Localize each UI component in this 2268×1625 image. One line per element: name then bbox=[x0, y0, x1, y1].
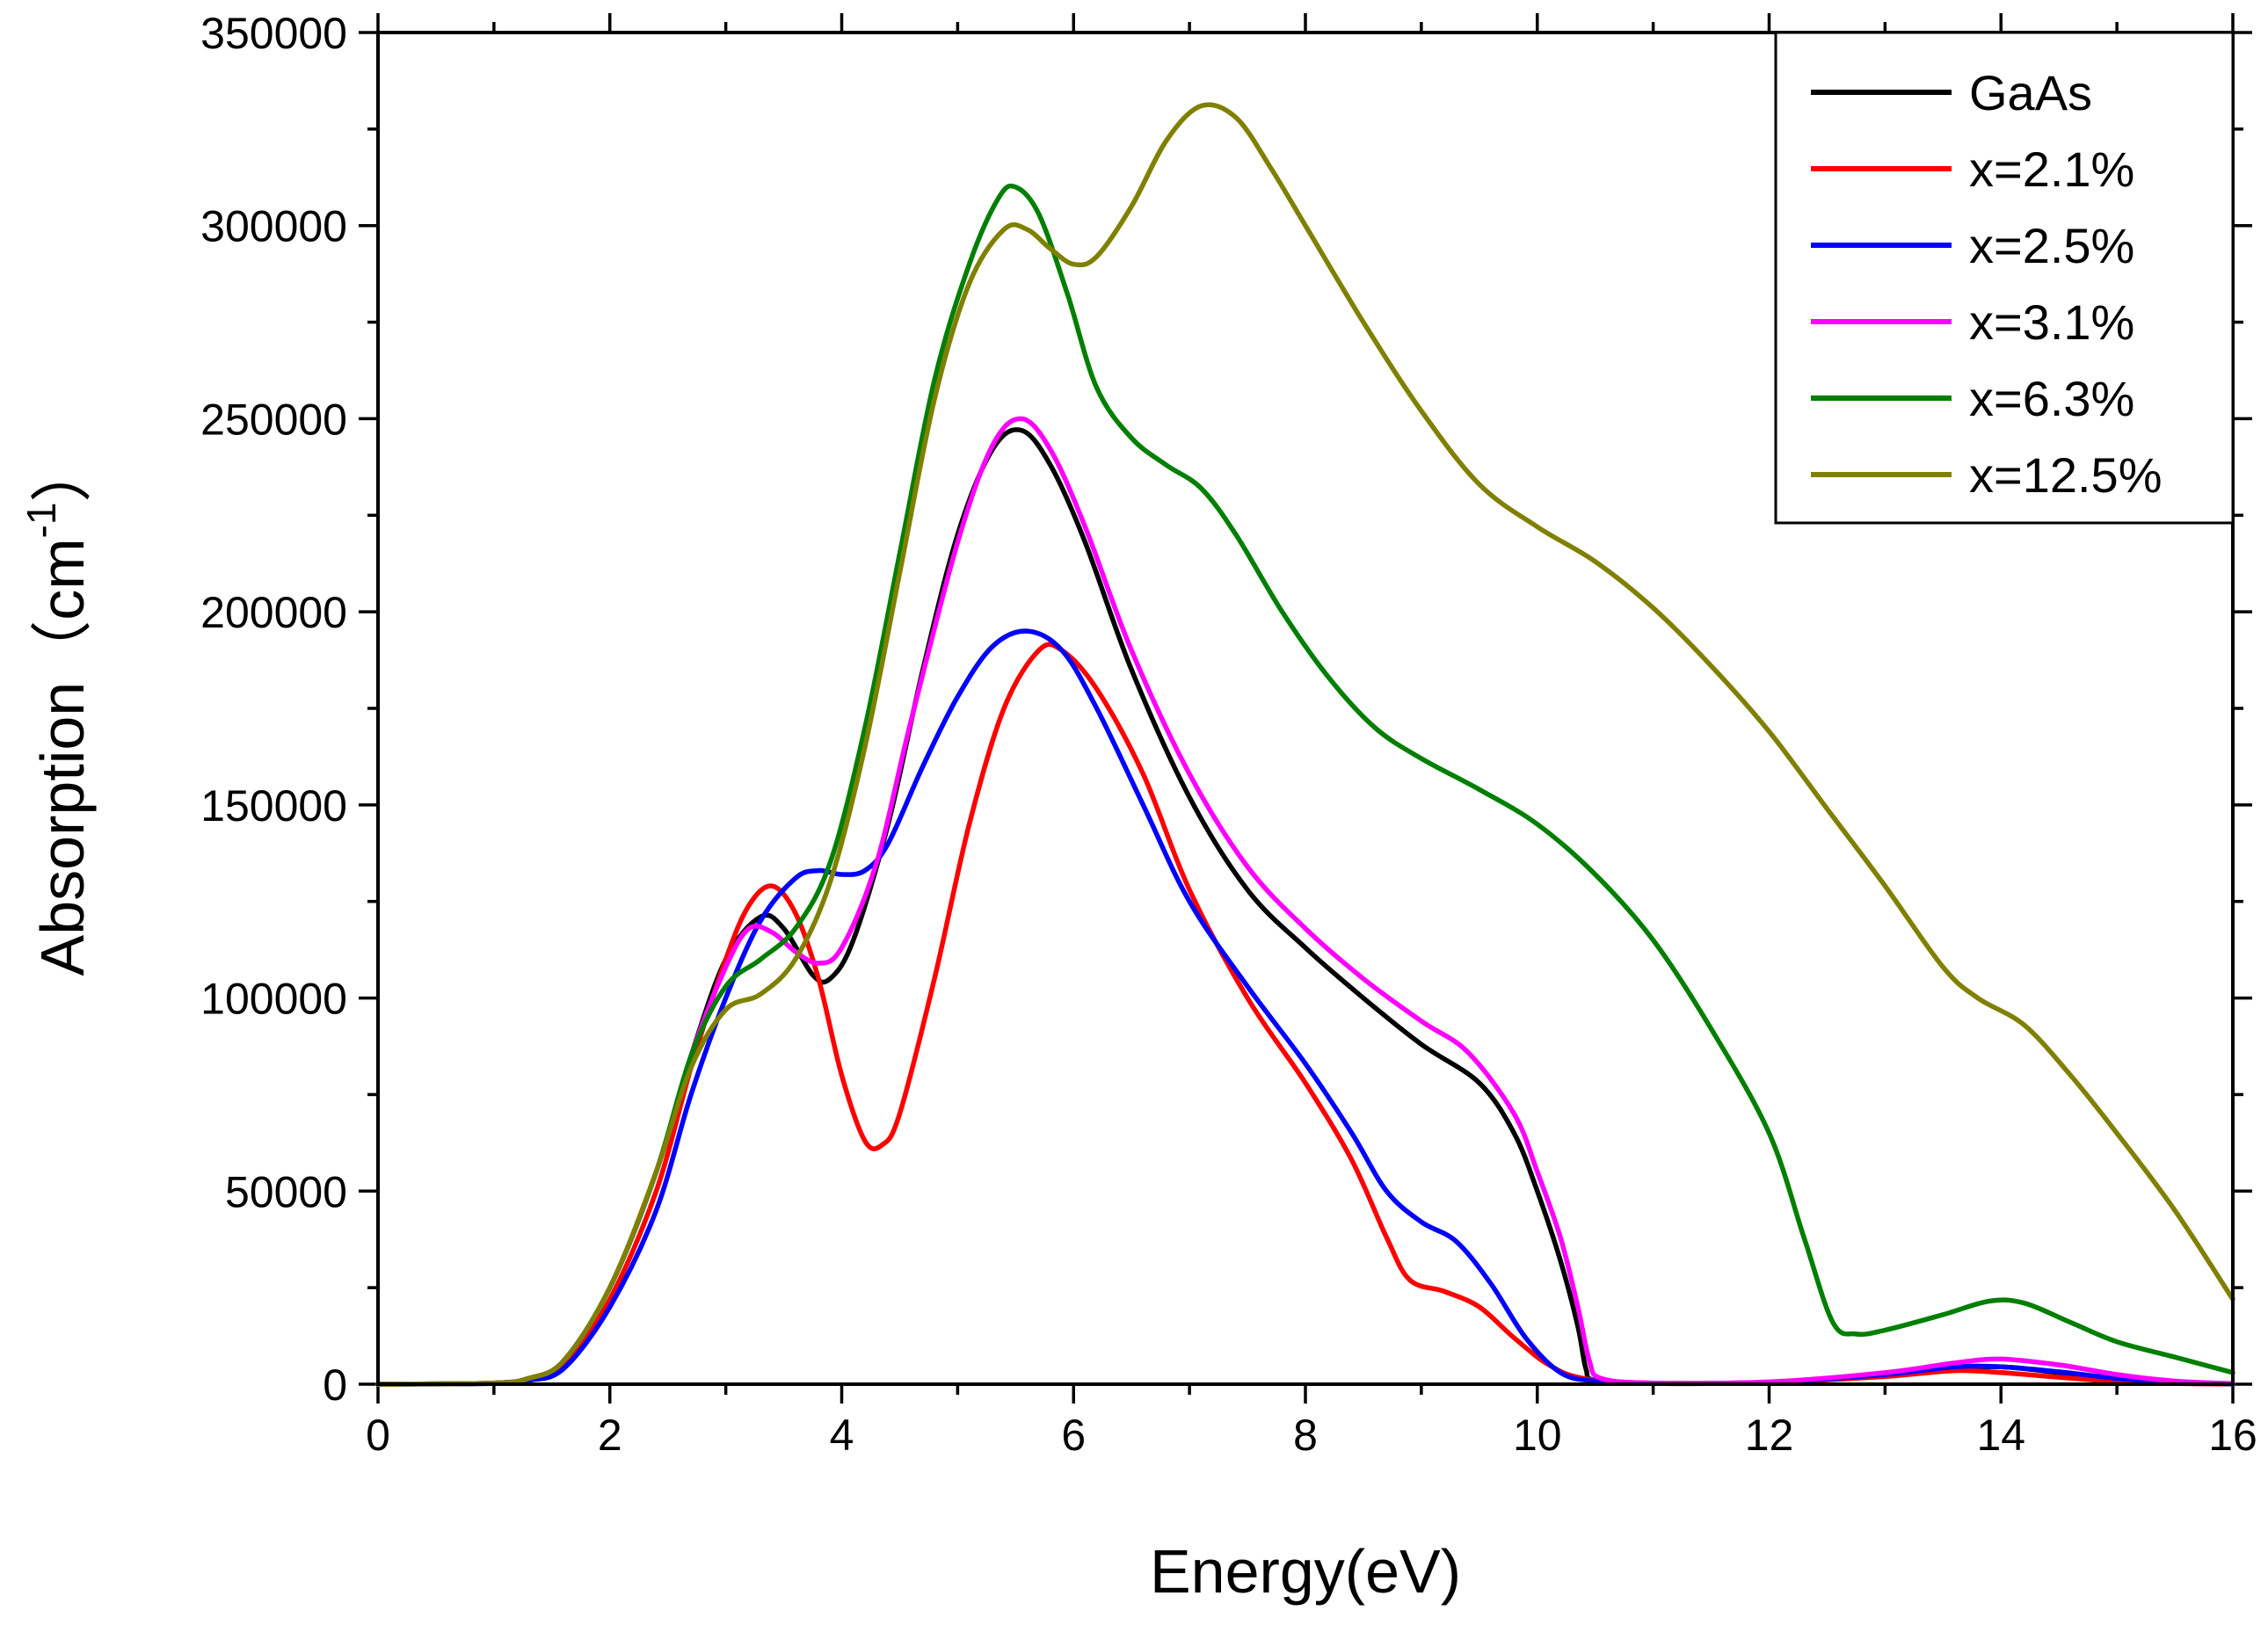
y-tick-labels: 0 50000 100000 150000 200000 250000 300000 3500… bbox=[200, 9, 347, 1410]
plot-frame bbox=[376, 31, 2235, 1386]
x-tick-labels: 0 2 4 6 8 10 12 14 16 bbox=[366, 1411, 2257, 1460]
y-axis-title-sup: -1 bbox=[18, 503, 64, 539]
legend-label: x=6.3% bbox=[1969, 371, 2134, 426]
legend: GaAs x=2.1% x=2.5% x=3.1% x=6.3% x=12.5% bbox=[1774, 31, 2235, 525]
y-tick-label: 50000 bbox=[225, 1167, 347, 1216]
x-tick-label: 16 bbox=[2208, 1411, 2257, 1460]
x-tick-label: 0 bbox=[366, 1411, 390, 1460]
series-lines bbox=[375, 102, 2235, 1387]
legend-label: x=2.5% bbox=[1969, 218, 2134, 273]
y-tick-label: 150000 bbox=[200, 781, 347, 831]
y-tick-label: 300000 bbox=[200, 202, 347, 251]
x-tick-label: 12 bbox=[1745, 1411, 1794, 1460]
svg-text:Absorption（cm-1）: Absorption（cm-1） bbox=[18, 441, 97, 976]
x-tick-label: 10 bbox=[1513, 1411, 1562, 1460]
y-axis-title: Absorption（cm-1） bbox=[18, 441, 97, 976]
legend-box bbox=[1774, 31, 2235, 525]
y-tick-label: 250000 bbox=[200, 395, 347, 444]
x-tick-label: 14 bbox=[1976, 1411, 2025, 1460]
series-line-x-12-5 bbox=[375, 102, 2235, 1387]
y-tick-label: 200000 bbox=[200, 588, 347, 637]
y-axis-title-close: ） bbox=[28, 441, 97, 503]
x-tick-label: 6 bbox=[1061, 1411, 1086, 1460]
y-tick-label: 100000 bbox=[200, 975, 347, 1024]
legend-label: x=2.1% bbox=[1969, 141, 2134, 197]
series-line-x-3-1 bbox=[375, 416, 2235, 1387]
y-tick-label: 0 bbox=[323, 1360, 347, 1410]
x-tick-label: 2 bbox=[598, 1411, 622, 1460]
x-tick-label: 4 bbox=[830, 1411, 854, 1460]
y-tick-label: 350000 bbox=[200, 9, 347, 58]
series-line-x-6-3 bbox=[375, 183, 2235, 1387]
legend-label: x=12.5% bbox=[1969, 447, 2163, 503]
y-axis-title-main: Absorption（cm bbox=[28, 538, 97, 976]
legend-label: GaAs bbox=[1969, 65, 2092, 120]
x-tick-label: 8 bbox=[1293, 1411, 1318, 1460]
legend-label: x=3.1% bbox=[1969, 294, 2134, 350]
x-axis-title: Energy(eV) bbox=[1150, 1537, 1461, 1606]
